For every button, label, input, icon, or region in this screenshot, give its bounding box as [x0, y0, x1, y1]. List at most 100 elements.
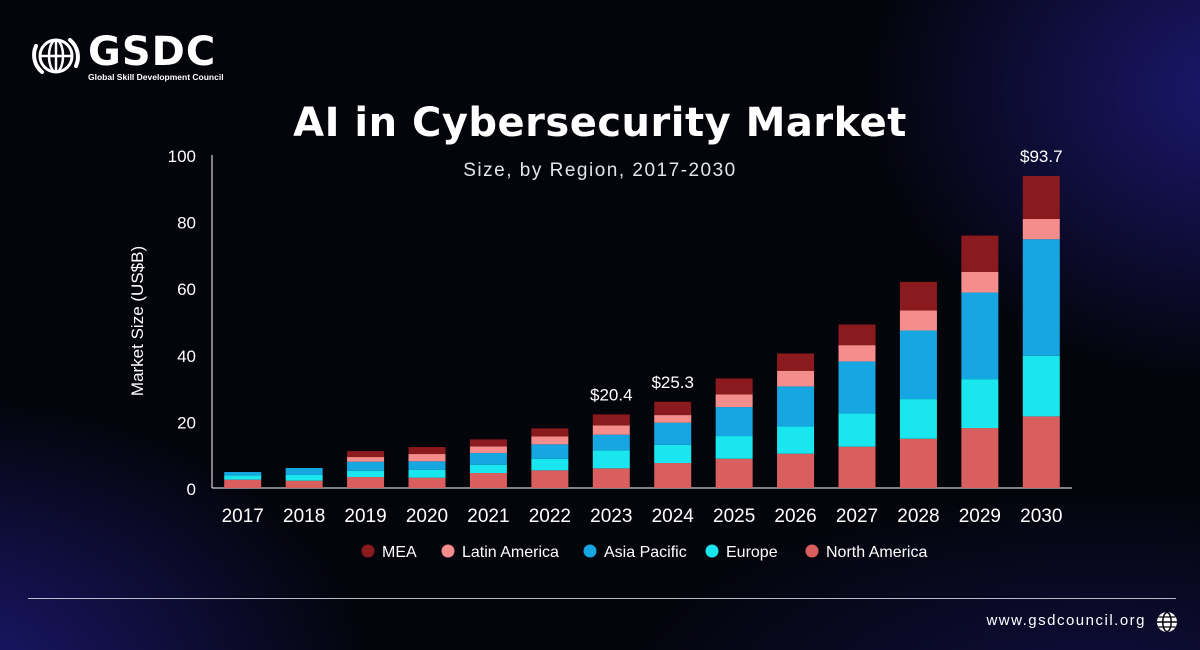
x-tick-label: 2021 — [467, 506, 509, 527]
chart-subtitle: Size, by Region, 2017-2030 — [463, 160, 737, 181]
data-label: $93.7 — [1020, 147, 1063, 166]
legend-label: North America — [826, 544, 927, 561]
legend-label: Asia Pacific — [604, 544, 687, 561]
footer-divider — [28, 598, 1176, 599]
bar-segment-mea-2023 — [592, 414, 630, 426]
bar-segment-asia-pacific-2029 — [961, 292, 999, 380]
gsdc-logo[interactable]: GSDC Global Skill Development Council — [30, 28, 230, 88]
bar-segment-north-america-2018 — [285, 480, 323, 488]
x-tick-label: 2029 — [959, 506, 1001, 527]
bar-segment-latin-america-2020 — [408, 454, 446, 462]
legend-label: Latin America — [462, 544, 559, 561]
bar-segment-europe-2025 — [715, 436, 753, 459]
x-tick-label: 2019 — [344, 506, 386, 527]
bar-segment-north-america-2017 — [224, 479, 262, 488]
legend-marker-mea — [361, 544, 375, 558]
bar-segment-europe-2028 — [899, 399, 937, 439]
bar-segment-latin-america-2021 — [469, 446, 507, 454]
bar-segment-latin-america-2026 — [777, 370, 815, 387]
bar-segment-asia-pacific-2019 — [347, 461, 385, 471]
legend-label: MEA — [382, 544, 417, 561]
bar-segment-mea-2024 — [654, 401, 692, 416]
globe-icon — [1157, 611, 1177, 633]
bar-segment-europe-2019 — [347, 470, 385, 478]
bar-segment-asia-pacific-2020 — [408, 461, 446, 470]
bar-segment-mea-2019 — [347, 451, 385, 458]
bar-segment-latin-america-2029 — [961, 271, 999, 293]
bar-segment-europe-2026 — [777, 426, 815, 454]
bar-segment-latin-america-2027 — [838, 345, 876, 362]
bar-segment-asia-pacific-2024 — [654, 422, 692, 445]
y-tick-label: 40 — [177, 347, 196, 366]
x-tick-label: 2028 — [897, 506, 939, 527]
bar-segment-latin-america-2025 — [715, 394, 753, 408]
bar-segment-north-america-2020 — [408, 477, 446, 488]
stacked-bar-chart: 0 20 40 60 80 100 Market Size (US$B) 2017 2018 20… — [128, 147, 1072, 561]
bar-segment-asia-pacific-2021 — [469, 453, 507, 465]
bar-segment-europe-2024 — [654, 444, 692, 464]
bar-segment-mea-2022 — [531, 428, 569, 437]
bar-segment-asia-pacific-2025 — [715, 407, 753, 437]
data-label: $25.3 — [651, 373, 694, 392]
bar-segment-north-america-2023 — [592, 468, 630, 488]
bar-segment-mea-2026 — [777, 353, 815, 371]
x-tick-label: 2018 — [283, 506, 325, 527]
bar-segment-north-america-2028 — [899, 438, 937, 488]
bar-segment-latin-america-2022 — [531, 436, 569, 445]
bar-segment-europe-2018 — [285, 475, 323, 481]
bar-segment-north-america-2027 — [838, 446, 876, 488]
brand-tagline: Global Skill Development Council — [88, 72, 224, 82]
y-tick-label: 80 — [177, 214, 196, 233]
bar-segment-mea-2021 — [469, 439, 507, 447]
bar-segment-latin-america-2030 — [1022, 218, 1060, 240]
globe-logo-icon — [32, 38, 80, 74]
bar-segment-europe-2030 — [1022, 355, 1060, 417]
x-tick-label: 2026 — [774, 506, 816, 527]
x-tick-label: 2027 — [836, 506, 878, 527]
data-label: $20.4 — [590, 385, 633, 404]
legend-label: Europe — [726, 544, 778, 561]
bar-segment-asia-pacific-2026 — [777, 386, 815, 427]
bar-segment-asia-pacific-2030 — [1022, 239, 1060, 356]
bar-segment-north-america-2025 — [715, 458, 753, 488]
bar-segment-mea-2027 — [838, 324, 876, 346]
legend-marker-europe — [705, 544, 719, 558]
legend-marker-asia-pacific — [583, 544, 597, 558]
bar-segment-europe-2020 — [408, 469, 446, 478]
bar-segment-europe-2021 — [469, 464, 507, 474]
bar-segment-asia-pacific-2022 — [531, 444, 569, 459]
bar-segment-north-america-2026 — [777, 453, 815, 488]
y-tick-label: 60 — [177, 280, 196, 299]
x-tick-label: 2024 — [652, 506, 695, 527]
website-link[interactable]: www.gsdcouncil.org — [986, 612, 1146, 629]
bar-segment-asia-pacific-2027 — [838, 361, 876, 414]
y-tick-label: 100 — [168, 147, 196, 166]
bar-segment-north-america-2019 — [347, 477, 385, 488]
bar-segment-europe-2022 — [531, 458, 569, 471]
bar-segment-north-america-2030 — [1022, 416, 1060, 488]
bar-segment-north-america-2029 — [961, 428, 999, 488]
bar-segment-europe-2023 — [592, 450, 630, 469]
bar-segment-latin-america-2028 — [899, 310, 937, 331]
legend-marker-north-america — [805, 544, 819, 558]
bar-segment-mea-2029 — [961, 235, 999, 272]
chart-title: AI in Cybersecurity Market — [293, 100, 907, 146]
legend-marker-latin-america — [441, 544, 455, 558]
bar-segment-asia-pacific-2017 — [224, 472, 262, 476]
bar-segment-europe-2027 — [838, 413, 876, 447]
y-tick-label: 0 — [187, 480, 196, 499]
bar-segment-asia-pacific-2023 — [592, 434, 630, 451]
x-tick-label: 2020 — [406, 506, 448, 527]
bar-segment-north-america-2021 — [469, 473, 507, 488]
brand-name: GSDC — [88, 29, 217, 75]
bar-segment-mea-2020 — [408, 447, 446, 455]
x-tick-label: 2023 — [590, 506, 632, 527]
bar-segment-asia-pacific-2028 — [899, 330, 937, 400]
bar-segment-latin-america-2024 — [654, 415, 692, 423]
bar-segment-mea-2028 — [899, 281, 937, 311]
x-tick-label: 2030 — [1020, 506, 1062, 527]
bar-segment-asia-pacific-2018 — [285, 468, 323, 476]
bar-segment-europe-2029 — [961, 379, 999, 429]
x-tick-label: 2022 — [529, 506, 571, 527]
bar-segment-north-america-2022 — [531, 470, 569, 488]
